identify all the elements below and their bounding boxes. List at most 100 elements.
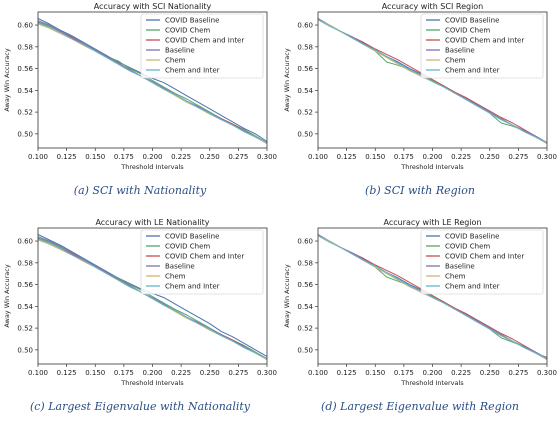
- y-tick-label: 0.58: [17, 259, 33, 267]
- legend-label: Chem: [445, 57, 466, 65]
- legend: COVID Baseline COVID Chem COVID Chem and I…: [420, 13, 544, 79]
- x-axis-label: Threshold Intervals: [400, 163, 464, 171]
- legend-label: COVID Chem and Inter: [165, 37, 244, 45]
- x-axis-label: Threshold Intervals: [400, 379, 464, 387]
- y-tick-label: 0.56: [17, 65, 33, 73]
- figure-caption: (d) Largest Eigenvalue with Region: [321, 400, 519, 413]
- line-chart: Accuracy with SCI Region 0.100 0.125 0.150 0…: [283, 2, 557, 171]
- x-tick-label: 0.125: [337, 153, 357, 161]
- line-chart: Accuracy with LE Nationality 0.100 0.125 0.…: [3, 218, 277, 387]
- legend-label: COVID Chem: [165, 243, 210, 251]
- y-tick-label: 0.60: [17, 238, 33, 246]
- chart-panel-le-nationality: Accuracy with LE Nationality 0.100 0.125 0.…: [0, 216, 280, 432]
- legend-label: Baseline: [445, 47, 475, 55]
- legend-label: Chem and Inter: [165, 67, 220, 75]
- y-tick-label: 0.56: [297, 281, 313, 289]
- figure-caption: (c) Largest Eigenvalue with Nationality: [29, 400, 251, 413]
- legend-label: Chem: [165, 273, 186, 281]
- legend-label: COVID Chem: [445, 27, 490, 35]
- y-tick-label: 0.52: [17, 325, 33, 333]
- x-tick-label: 0.225: [171, 153, 191, 161]
- legend-label: Chem and Inter: [165, 283, 220, 291]
- x-tick-label: 0.275: [508, 153, 528, 161]
- y-tick-label: 0.60: [297, 238, 313, 246]
- x-tick-label: 0.250: [480, 369, 500, 377]
- legend-label: Baseline: [165, 263, 195, 271]
- x-tick-label: 0.250: [200, 153, 220, 161]
- line-chart: Accuracy with SCI Nationality 0.100 0.125 0…: [3, 2, 277, 171]
- y-tick-label: 0.60: [17, 22, 33, 30]
- y-tick-label: 0.52: [297, 325, 313, 333]
- x-tick-label: 0.300: [257, 153, 277, 161]
- y-tick-label: 0.60: [297, 22, 313, 30]
- chart-panel-sci-region: Accuracy with SCI Region 0.100 0.125 0.150 0…: [280, 0, 560, 216]
- x-tick-label: 0.200: [142, 153, 162, 161]
- legend-label: COVID Baseline: [165, 233, 219, 241]
- x-tick-label: 0.175: [394, 153, 414, 161]
- x-tick-label: 0.175: [114, 369, 134, 377]
- figure-caption: (b) SCI with Region: [365, 184, 475, 197]
- x-tick-label: 0.200: [142, 369, 162, 377]
- x-tick-label: 0.200: [422, 369, 442, 377]
- series-line: [37, 22, 268, 144]
- series-line: [317, 19, 548, 144]
- x-tick-label: 0.150: [85, 153, 105, 161]
- legend-label: Chem: [165, 57, 186, 65]
- y-tick-label: 0.54: [17, 87, 33, 95]
- x-tick-label: 0.150: [365, 153, 385, 161]
- line-chart: Accuracy with LE Region 0.100 0.125 0.150 0.…: [283, 218, 557, 387]
- legend-label: Chem: [445, 273, 466, 281]
- legend-label: COVID Chem and Inter: [445, 37, 524, 45]
- y-tick-label: 0.56: [297, 65, 313, 73]
- x-tick-label: 0.250: [200, 369, 220, 377]
- x-tick-label: 0.225: [451, 369, 471, 377]
- y-tick-label: 0.58: [17, 43, 33, 51]
- y-tick-label: 0.52: [17, 109, 33, 117]
- legend-label: COVID Chem: [165, 27, 210, 35]
- x-tick-label: 0.250: [480, 153, 500, 161]
- y-tick-label: 0.54: [297, 303, 313, 311]
- series-line: [37, 18, 268, 142]
- y-tick-label: 0.54: [17, 303, 33, 311]
- x-tick-label: 0.125: [57, 153, 77, 161]
- x-tick-label: 0.100: [28, 153, 48, 161]
- x-tick-label: 0.275: [228, 153, 248, 161]
- y-tick-label: 0.58: [297, 43, 313, 51]
- x-tick-label: 0.100: [28, 369, 48, 377]
- y-tick-label: 0.50: [17, 346, 33, 354]
- x-tick-label: 0.100: [308, 153, 328, 161]
- x-tick-label: 0.125: [337, 369, 357, 377]
- legend-label: COVID Baseline: [445, 233, 499, 241]
- legend-box: [140, 229, 264, 295]
- y-tick-label: 0.58: [297, 259, 313, 267]
- x-tick-label: 0.300: [537, 153, 557, 161]
- legend-box: [140, 13, 264, 79]
- legend-label: COVID Chem: [445, 243, 490, 251]
- legend-label: Chem and Inter: [445, 283, 500, 291]
- legend: COVID Baseline COVID Chem COVID Chem and I…: [420, 229, 544, 295]
- y-axis-label: Away Win Accuracy: [3, 48, 11, 111]
- y-tick-label: 0.52: [297, 109, 313, 117]
- x-tick-label: 0.100: [308, 369, 328, 377]
- y-tick-label: 0.50: [297, 346, 313, 354]
- x-tick-label: 0.125: [57, 369, 77, 377]
- x-tick-label: 0.275: [508, 369, 528, 377]
- legend: COVID Baseline COVID Chem COVID Chem and I…: [140, 13, 264, 79]
- y-tick-label: 0.56: [17, 281, 33, 289]
- x-tick-label: 0.225: [451, 153, 471, 161]
- y-axis-label: Away Win Accuracy: [283, 264, 291, 327]
- y-axis-label: Away Win Accuracy: [283, 48, 291, 111]
- x-tick-label: 0.300: [257, 369, 277, 377]
- y-tick-label: 0.54: [297, 87, 313, 95]
- chart-title: Accuracy with LE Nationality: [95, 218, 209, 227]
- legend-label: Chem and Inter: [445, 67, 500, 75]
- x-tick-label: 0.150: [365, 369, 385, 377]
- legend-box: [420, 229, 544, 295]
- legend-box: [420, 13, 544, 79]
- x-tick-label: 0.275: [228, 369, 248, 377]
- x-tick-label: 0.150: [85, 369, 105, 377]
- chart-title: Accuracy with SCI Region: [382, 2, 484, 11]
- x-tick-label: 0.300: [537, 369, 557, 377]
- x-axis-label: Threshold Intervals: [120, 163, 184, 171]
- chart-panel-sci-nationality: Accuracy with SCI Nationality 0.100 0.125 0…: [0, 0, 280, 216]
